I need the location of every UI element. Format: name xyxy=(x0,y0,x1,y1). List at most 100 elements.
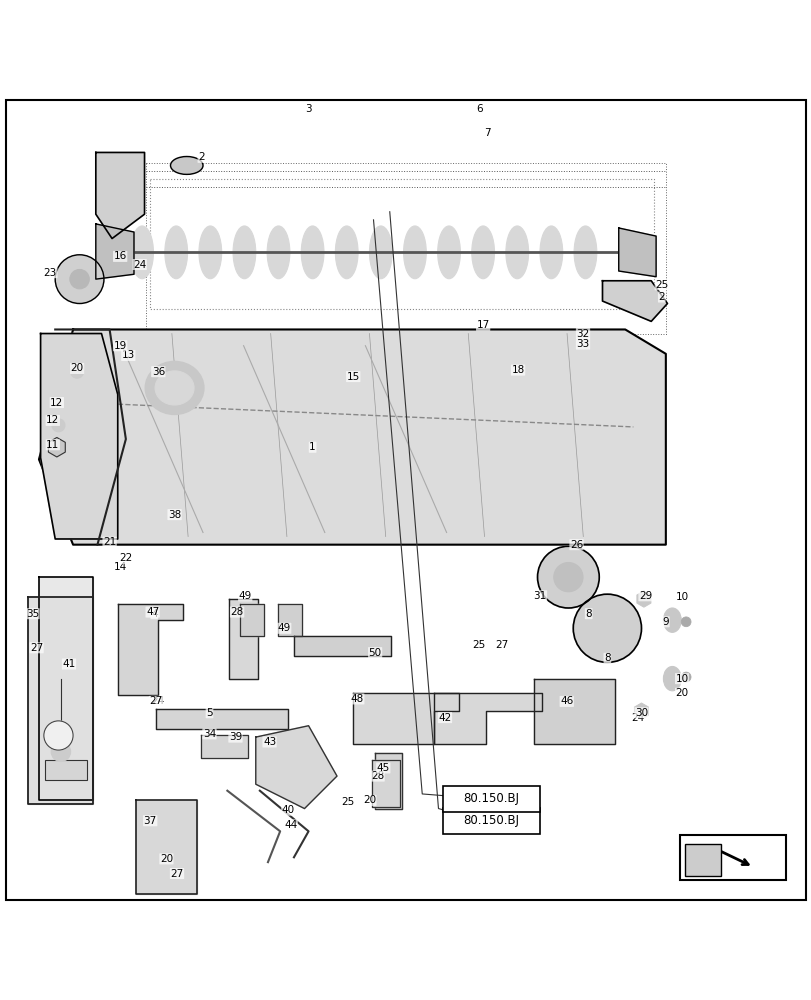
Text: 20: 20 xyxy=(675,688,688,698)
Text: 25: 25 xyxy=(341,797,354,807)
Polygon shape xyxy=(118,604,182,695)
Polygon shape xyxy=(156,709,288,729)
Ellipse shape xyxy=(369,226,392,279)
Text: 7: 7 xyxy=(483,128,490,138)
Text: 25: 25 xyxy=(472,640,485,650)
Text: 23: 23 xyxy=(44,268,57,278)
Text: 24: 24 xyxy=(152,696,165,706)
Text: 27: 27 xyxy=(149,696,162,706)
Circle shape xyxy=(537,546,599,608)
Text: 47: 47 xyxy=(146,607,159,617)
Ellipse shape xyxy=(471,226,494,279)
Ellipse shape xyxy=(539,226,562,279)
Polygon shape xyxy=(353,693,458,744)
Circle shape xyxy=(70,269,89,289)
Polygon shape xyxy=(28,597,93,804)
Polygon shape xyxy=(602,281,667,321)
Text: 49: 49 xyxy=(277,623,290,633)
Text: 31: 31 xyxy=(533,591,546,601)
Text: 27: 27 xyxy=(495,640,508,650)
Ellipse shape xyxy=(573,226,596,279)
Polygon shape xyxy=(434,693,542,744)
Ellipse shape xyxy=(437,226,460,279)
Text: 28: 28 xyxy=(371,771,384,781)
Bar xyxy=(45,760,87,780)
Ellipse shape xyxy=(663,666,680,691)
Circle shape xyxy=(44,721,73,750)
Text: 38: 38 xyxy=(168,510,181,520)
Text: 2: 2 xyxy=(658,292,664,302)
Text: 20: 20 xyxy=(160,854,173,864)
Text: 11: 11 xyxy=(46,440,59,450)
Text: 14: 14 xyxy=(114,562,127,572)
Polygon shape xyxy=(375,753,401,809)
Text: 27: 27 xyxy=(170,869,183,879)
Text: 43: 43 xyxy=(263,737,276,747)
Text: 12: 12 xyxy=(46,415,59,425)
Text: 8: 8 xyxy=(585,609,591,619)
Ellipse shape xyxy=(165,226,187,279)
Text: 12: 12 xyxy=(50,398,63,408)
Ellipse shape xyxy=(335,226,358,279)
Polygon shape xyxy=(96,224,134,279)
Text: 33: 33 xyxy=(576,339,589,349)
Polygon shape xyxy=(41,334,118,539)
Text: 30: 30 xyxy=(634,708,647,718)
Text: 80.150.BJ: 80.150.BJ xyxy=(463,814,518,827)
Ellipse shape xyxy=(131,226,153,279)
Ellipse shape xyxy=(170,157,203,174)
Bar xyxy=(684,844,720,876)
Text: 32: 32 xyxy=(576,329,589,339)
Text: 28: 28 xyxy=(230,607,243,617)
Polygon shape xyxy=(239,604,264,636)
Polygon shape xyxy=(618,228,655,277)
Text: 41: 41 xyxy=(62,659,75,669)
Ellipse shape xyxy=(233,226,255,279)
Text: 1: 1 xyxy=(309,442,315,452)
Text: 44: 44 xyxy=(284,820,297,830)
Polygon shape xyxy=(201,735,247,758)
Text: 24: 24 xyxy=(133,260,146,270)
Ellipse shape xyxy=(199,226,221,279)
Text: 25: 25 xyxy=(654,280,667,290)
Polygon shape xyxy=(39,329,665,545)
Bar xyxy=(680,835,785,880)
Text: 2: 2 xyxy=(198,152,204,162)
FancyBboxPatch shape xyxy=(442,808,539,834)
Text: 21: 21 xyxy=(103,537,116,547)
Text: 10: 10 xyxy=(675,674,688,684)
Circle shape xyxy=(71,365,84,378)
FancyBboxPatch shape xyxy=(442,786,539,812)
Text: 15: 15 xyxy=(346,372,359,382)
Text: 22: 22 xyxy=(119,553,132,563)
Polygon shape xyxy=(277,604,302,636)
Text: 20: 20 xyxy=(71,363,84,373)
Text: 42: 42 xyxy=(438,713,451,723)
Text: 26: 26 xyxy=(569,540,582,550)
Ellipse shape xyxy=(403,226,426,279)
Text: 16: 16 xyxy=(114,251,127,261)
Text: 8: 8 xyxy=(603,653,610,663)
Text: 19: 19 xyxy=(114,341,127,351)
Polygon shape xyxy=(255,726,337,809)
Circle shape xyxy=(573,594,641,662)
Text: 37: 37 xyxy=(144,816,157,826)
Text: 5: 5 xyxy=(206,708,212,718)
Text: 9: 9 xyxy=(662,617,668,627)
Text: 34: 34 xyxy=(203,729,216,739)
Polygon shape xyxy=(39,577,93,800)
Text: 27: 27 xyxy=(30,643,43,653)
Ellipse shape xyxy=(145,362,204,414)
Circle shape xyxy=(52,419,65,432)
Text: 50: 50 xyxy=(368,648,381,658)
Text: 48: 48 xyxy=(350,694,363,704)
Ellipse shape xyxy=(663,608,680,632)
Ellipse shape xyxy=(267,226,290,279)
Circle shape xyxy=(680,672,690,682)
Text: 40: 40 xyxy=(281,805,294,815)
Circle shape xyxy=(51,742,71,761)
Text: 45: 45 xyxy=(376,763,389,773)
Text: 46: 46 xyxy=(560,696,573,706)
Text: 4: 4 xyxy=(151,609,157,619)
Polygon shape xyxy=(534,679,615,744)
